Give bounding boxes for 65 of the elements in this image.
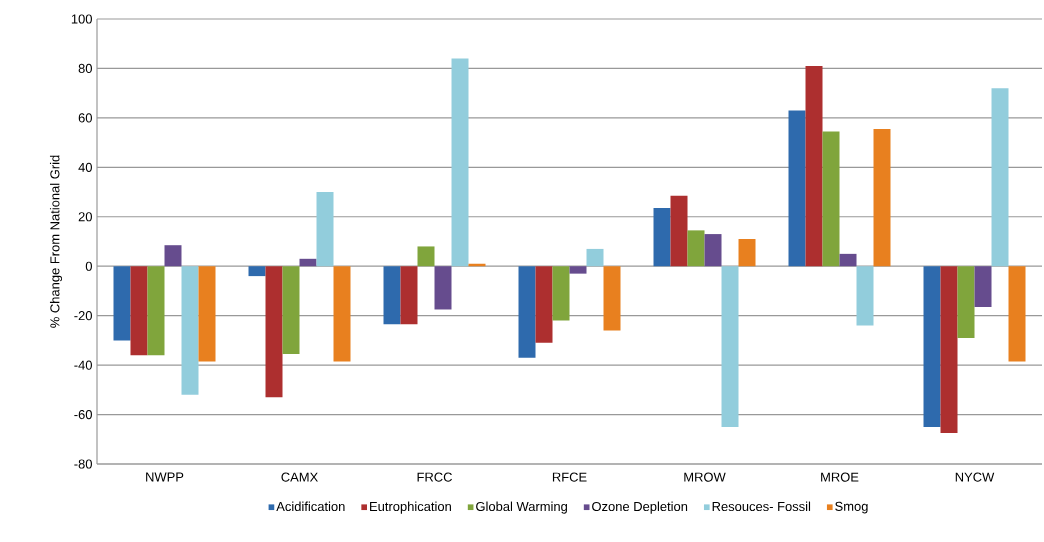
y-axis-title: % Change From National Grid xyxy=(49,155,63,328)
bar xyxy=(687,230,705,267)
bar xyxy=(265,266,283,398)
legend-label: Smog xyxy=(835,501,868,514)
bar xyxy=(788,110,806,267)
x-tick-label: NWPP xyxy=(146,472,184,482)
bar xyxy=(974,266,992,308)
bar xyxy=(130,266,148,356)
y-tick-label: -80 xyxy=(74,459,92,469)
bar xyxy=(535,266,553,343)
bar xyxy=(147,266,165,356)
bar xyxy=(586,248,604,267)
bar xyxy=(721,266,739,427)
bar xyxy=(704,234,722,267)
bar xyxy=(805,65,823,267)
y-tick-label: -40 xyxy=(74,360,92,370)
y-tick-label: 40 xyxy=(78,162,92,172)
legend-label: Acidification xyxy=(276,501,345,512)
x-tick-label: FRCC xyxy=(417,472,452,482)
y-tick-label: 20 xyxy=(78,212,92,222)
bar xyxy=(198,266,216,362)
bar xyxy=(957,266,975,338)
bar xyxy=(113,266,131,341)
legend-label: Resouces- Fossil xyxy=(712,501,811,512)
bar xyxy=(383,266,401,325)
bar xyxy=(316,192,334,267)
y-tick-label: 0 xyxy=(85,261,92,271)
bar xyxy=(248,266,266,277)
y-tick-label: -60 xyxy=(74,409,92,420)
bar xyxy=(518,266,536,358)
bar xyxy=(1008,266,1026,362)
x-tick-label: MROE xyxy=(821,472,859,482)
bar xyxy=(434,266,452,310)
bar xyxy=(299,258,317,267)
legend-label: Global Warming xyxy=(476,501,567,514)
bar xyxy=(333,266,351,362)
bar xyxy=(822,131,840,267)
bar xyxy=(839,253,857,267)
bar xyxy=(603,266,621,331)
y-tick-label: -20 xyxy=(74,311,92,321)
bar xyxy=(451,58,469,267)
bar xyxy=(181,266,199,395)
x-tick-label: NYCW xyxy=(955,472,995,482)
bar xyxy=(940,266,958,434)
bar xyxy=(552,266,570,321)
legend-label: Eutrophication xyxy=(370,501,451,514)
x-tick-label: CAMX xyxy=(281,472,318,482)
bar xyxy=(569,266,587,274)
legend-label: Ozone Depletion xyxy=(592,501,688,514)
bar xyxy=(653,208,671,267)
y-tick-label: 100 xyxy=(71,14,92,24)
bar xyxy=(164,245,182,267)
bar xyxy=(923,266,941,427)
bar xyxy=(856,266,874,326)
bar xyxy=(670,195,688,267)
x-tick-label: RFCE xyxy=(552,472,587,482)
y-tick-label: 60 xyxy=(78,113,92,123)
x-tick-label: MROW xyxy=(684,472,726,482)
bar xyxy=(991,88,1009,267)
y-tick-label: 80 xyxy=(78,63,92,74)
bar xyxy=(282,266,300,354)
bar xyxy=(873,129,891,267)
bar xyxy=(738,239,756,267)
bar xyxy=(400,266,418,325)
bar xyxy=(417,246,435,267)
